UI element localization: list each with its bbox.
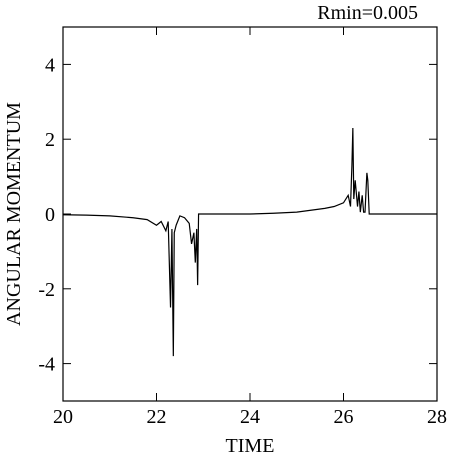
- x-tick-label: 22: [147, 406, 167, 428]
- y-tick-label: 2: [45, 129, 55, 151]
- y-axis-label: ANGULAR MOMENTUM: [3, 102, 25, 326]
- y-tick-label: -4: [38, 354, 55, 376]
- chart-title: Rmin=0.005: [317, 2, 418, 24]
- x-axis-label: TIME: [226, 435, 275, 457]
- y-tick-label: -2: [38, 279, 55, 301]
- x-tick-label: 28: [427, 406, 447, 428]
- x-tick-label: 26: [334, 406, 354, 428]
- x-tick-label: 20: [53, 406, 73, 428]
- data-line: [62, 127, 437, 357]
- y-tick-label: 4: [45, 54, 55, 76]
- y-tick-label: 0: [45, 204, 55, 226]
- x-tick-label: 24: [240, 406, 260, 428]
